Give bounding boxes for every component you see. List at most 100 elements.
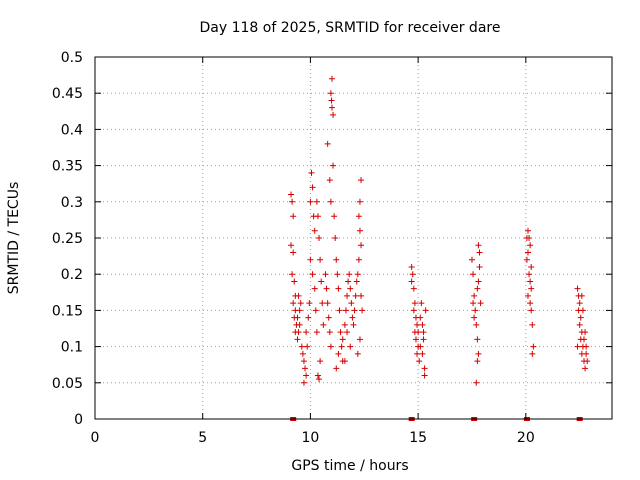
data-point (296, 321, 303, 328)
data-point (412, 336, 419, 343)
data-point (523, 256, 530, 263)
data-point (307, 198, 314, 205)
data-point (356, 336, 363, 343)
x-tick-label: 20 (517, 430, 535, 446)
data-point (298, 343, 305, 350)
data-point (576, 321, 583, 328)
data-point (582, 365, 589, 372)
y-tick-label: 0.1 (61, 340, 83, 356)
data-point (529, 350, 536, 357)
y-tick-label: 0.35 (52, 159, 83, 175)
data-point (475, 242, 482, 249)
data-point (316, 235, 323, 241)
data-point (414, 321, 421, 328)
data-point (474, 336, 481, 343)
data-point (314, 213, 321, 220)
data-point (333, 365, 340, 372)
data-point (294, 336, 301, 343)
data-point (313, 329, 320, 336)
data-point (326, 177, 333, 184)
data-point (288, 242, 295, 249)
data-point (409, 271, 416, 278)
data-point (309, 184, 316, 191)
data-point (356, 227, 363, 234)
data-point (420, 336, 427, 343)
data-point (471, 292, 478, 299)
data-point (313, 198, 320, 205)
axis-ticks: 0 5 10 15 20 0 0.05 0.1 0.15 0.2 0.25 0.3 0.35 0.4 0.4… (52, 50, 612, 446)
data-point (416, 358, 423, 365)
x-tick-label: 5 (198, 430, 207, 446)
data-point (323, 285, 330, 292)
data-point (328, 97, 335, 104)
data-point (300, 379, 307, 386)
data-point (580, 336, 587, 343)
data-point (306, 300, 313, 307)
data-point (526, 271, 533, 278)
data-point (336, 307, 343, 314)
data-point (524, 292, 531, 299)
data-points (288, 75, 591, 386)
data-point (355, 213, 362, 220)
data-point (411, 300, 418, 307)
x-tick-label: 0 (91, 430, 100, 446)
data-point (421, 365, 428, 372)
data-point (311, 227, 318, 234)
y-tick-label: 0.25 (52, 231, 83, 247)
x-tick-label: 10 (302, 430, 320, 446)
data-point (303, 372, 310, 379)
data-point (579, 307, 586, 314)
data-point (316, 376, 323, 383)
x-tick-label: 15 (409, 430, 427, 446)
data-point (528, 307, 535, 314)
data-point (290, 300, 297, 307)
data-point (314, 372, 321, 379)
grid (95, 57, 612, 419)
data-point (320, 321, 327, 328)
data-point (300, 358, 307, 365)
data-point (322, 271, 329, 278)
data-point (289, 271, 296, 278)
data-point (422, 307, 429, 314)
data-point (527, 300, 534, 307)
data-point (338, 343, 345, 350)
data-point (327, 343, 334, 350)
data-point (474, 285, 481, 292)
data-point (576, 300, 583, 307)
data-point (470, 271, 477, 278)
data-point (347, 285, 354, 292)
y-tick-label: 0.05 (52, 376, 83, 392)
data-point (419, 321, 426, 328)
data-point (330, 162, 337, 169)
data-point (358, 242, 365, 249)
data-point (330, 111, 337, 118)
data-point (351, 307, 358, 314)
data-point (344, 292, 351, 299)
data-point (324, 300, 331, 307)
data-point (299, 350, 306, 357)
data-point (408, 263, 415, 270)
x-axis-label: GPS time / hours (291, 458, 408, 474)
data-point (577, 314, 584, 321)
data-point (304, 343, 311, 350)
y-tick-label: 0.4 (61, 122, 83, 138)
data-point (333, 256, 340, 263)
data-point (410, 285, 417, 292)
data-point (294, 314, 301, 321)
y-tick-label: 0.2 (61, 267, 83, 283)
y-tick-label: 0.15 (52, 303, 83, 319)
data-point (528, 285, 535, 292)
data-point (318, 278, 325, 285)
data-point (288, 191, 295, 198)
data-point (346, 271, 353, 278)
data-point (289, 198, 296, 205)
data-point (410, 307, 417, 314)
chart-title: Day 118 of 2025, SRMTID for receiver dar… (200, 20, 501, 36)
data-point (418, 300, 425, 307)
data-point (295, 292, 302, 299)
y-tick-label: 0.45 (52, 86, 83, 102)
data-point (530, 343, 537, 350)
data-point (414, 350, 421, 357)
data-point (347, 343, 354, 350)
data-point (356, 198, 363, 205)
